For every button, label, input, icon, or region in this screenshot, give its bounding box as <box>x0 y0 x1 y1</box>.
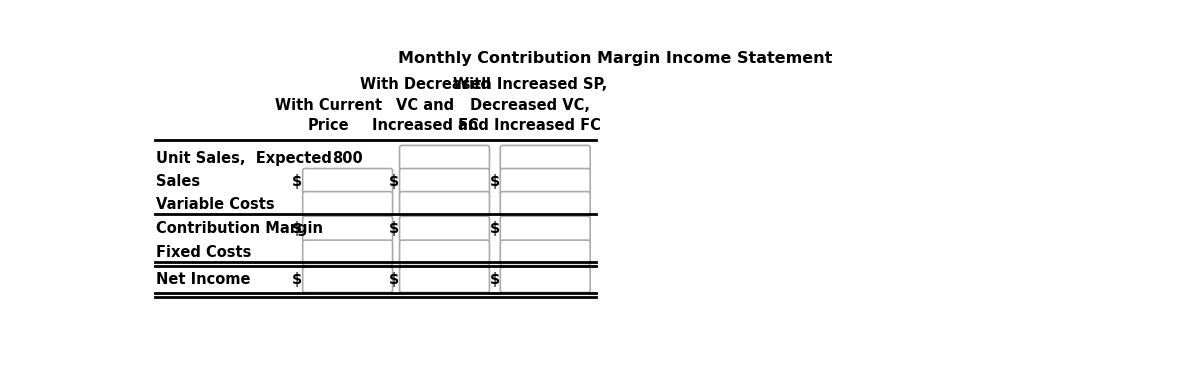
Text: Decreased VC,: Decreased VC, <box>469 98 589 113</box>
FancyBboxPatch shape <box>302 240 392 266</box>
Text: Variable Costs: Variable Costs <box>156 197 275 212</box>
Text: Price: Price <box>307 118 349 133</box>
Text: $: $ <box>292 272 302 287</box>
FancyBboxPatch shape <box>400 145 490 171</box>
FancyBboxPatch shape <box>302 169 392 194</box>
FancyBboxPatch shape <box>500 240 590 266</box>
FancyBboxPatch shape <box>302 192 392 217</box>
FancyBboxPatch shape <box>302 216 392 242</box>
FancyBboxPatch shape <box>500 169 590 194</box>
Text: With Decreased: With Decreased <box>360 78 491 92</box>
Text: $: $ <box>292 174 302 189</box>
Text: Sales: Sales <box>156 174 200 189</box>
FancyBboxPatch shape <box>400 240 490 266</box>
Text: Contribution Margin: Contribution Margin <box>156 222 323 237</box>
Text: $: $ <box>490 222 499 237</box>
Text: $: $ <box>292 222 302 237</box>
FancyBboxPatch shape <box>400 267 490 293</box>
Text: $: $ <box>490 272 499 287</box>
Text: Monthly Contribution Margin Income Statement: Monthly Contribution Margin Income State… <box>398 50 833 66</box>
FancyBboxPatch shape <box>400 169 490 194</box>
Text: $: $ <box>389 174 398 189</box>
Text: VC and: VC and <box>396 98 454 113</box>
FancyBboxPatch shape <box>500 145 590 171</box>
FancyBboxPatch shape <box>500 192 590 217</box>
FancyBboxPatch shape <box>400 192 490 217</box>
Text: $: $ <box>490 174 499 189</box>
Text: $: $ <box>389 222 398 237</box>
Text: Unit Sales,  Expected: Unit Sales, Expected <box>156 151 332 166</box>
Text: 800: 800 <box>332 151 364 166</box>
Text: With Current: With Current <box>275 98 382 113</box>
Text: Net Income: Net Income <box>156 272 251 287</box>
Text: $: $ <box>389 272 398 287</box>
FancyBboxPatch shape <box>500 216 590 242</box>
FancyBboxPatch shape <box>400 216 490 242</box>
Text: With Increased SP,: With Increased SP, <box>452 78 607 92</box>
FancyBboxPatch shape <box>500 267 590 293</box>
FancyBboxPatch shape <box>302 267 392 293</box>
Text: Increased FC: Increased FC <box>372 118 479 133</box>
Text: Fixed Costs: Fixed Costs <box>156 245 252 260</box>
Text: and Increased FC: and Increased FC <box>458 118 601 133</box>
